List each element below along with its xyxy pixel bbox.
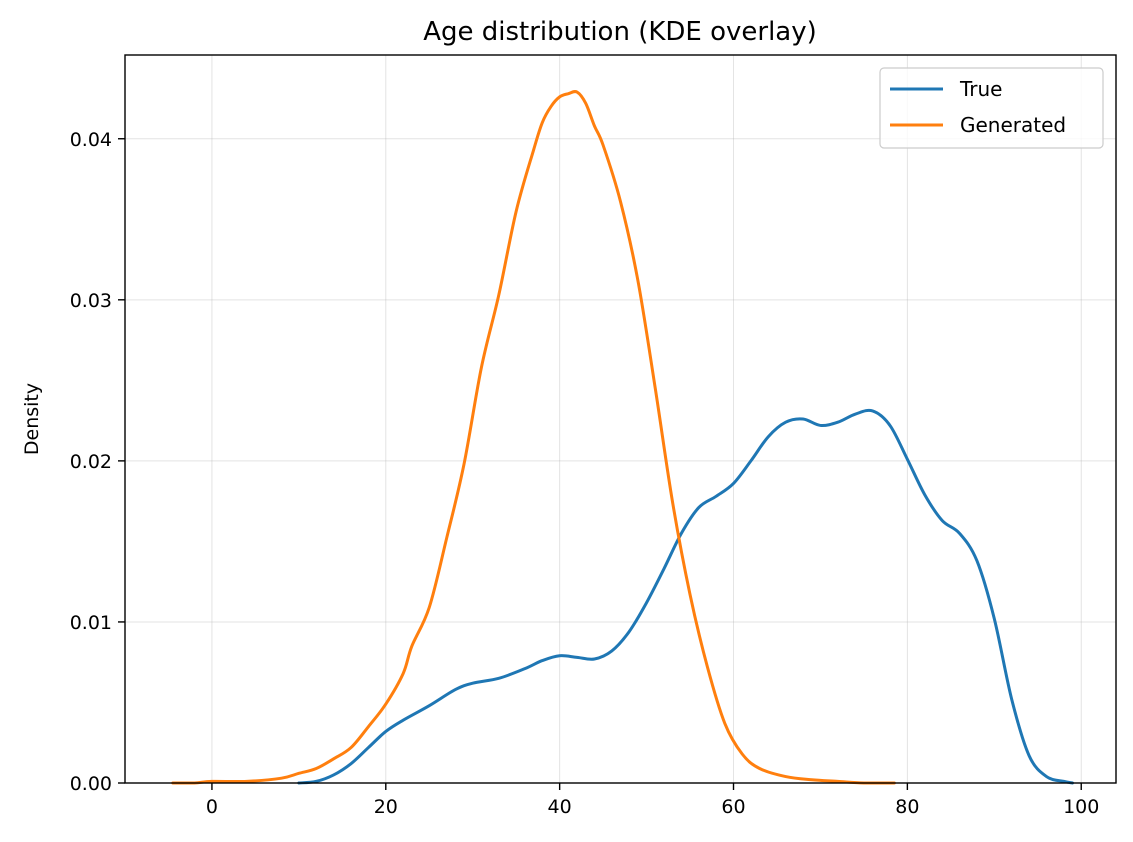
legend-label-true: True — [959, 77, 1002, 101]
x-tick-label: 80 — [895, 796, 919, 818]
legend: True Generated — [879, 67, 1104, 149]
x-axis: 0 20 40 60 80 100 — [206, 783, 1099, 818]
y-axis-label: Density — [21, 383, 43, 455]
plot-frame — [124, 54, 1117, 784]
y-tick-label: 0.00 — [70, 773, 112, 795]
series-line-generated — [171, 90, 896, 785]
series-line-true — [297, 408, 1075, 785]
legend-label-generated: Generated — [960, 113, 1066, 137]
x-tick-label: 0 — [206, 796, 218, 818]
x-tick-label: 60 — [721, 796, 745, 818]
x-tick-label: 100 — [1063, 796, 1099, 818]
y-tick-label: 0.03 — [70, 290, 112, 312]
y-tick-label: 0.01 — [70, 612, 112, 634]
x-tick-label: 40 — [548, 796, 572, 818]
x-tick-label: 20 — [374, 796, 398, 818]
y-axis: 0.00 0.01 0.02 0.03 0.04 — [70, 129, 125, 795]
y-tick-label: 0.04 — [70, 129, 112, 151]
y-tick-label: 0.02 — [70, 451, 112, 473]
chart-title: Age distribution (KDE overlay) — [423, 17, 817, 47]
grid — [125, 55, 1116, 784]
series-group — [171, 90, 1075, 785]
